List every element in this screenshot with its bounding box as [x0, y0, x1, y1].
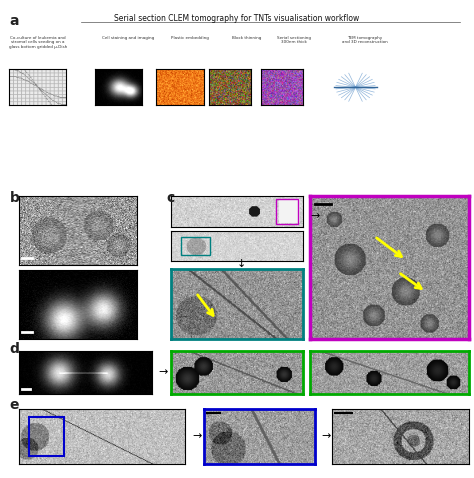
Text: →: → — [192, 432, 201, 441]
Bar — [29, 417, 64, 456]
Text: Serial section CLEM tomography for TNTs visualisation workflow: Serial section CLEM tomography for TNTs … — [114, 14, 360, 23]
Text: Cell staining and imaging: Cell staining and imaging — [102, 36, 154, 40]
Text: c: c — [166, 191, 174, 205]
Bar — [276, 199, 298, 224]
Text: d: d — [9, 342, 19, 356]
Bar — [181, 237, 210, 255]
Text: →: → — [159, 367, 168, 377]
Text: Co-culture of leukemia and
stromal cells seeding on a
glass bottom gridded μ-Dis: Co-culture of leukemia and stromal cells… — [9, 36, 67, 49]
Text: b: b — [9, 191, 19, 205]
Text: a: a — [9, 14, 19, 28]
Text: Serial sectioning
300nm thick: Serial sectioning 300nm thick — [277, 36, 311, 44]
Text: Plastic embedding: Plastic embedding — [171, 36, 209, 40]
Text: ↓: ↓ — [237, 259, 246, 269]
Text: TEM tomography
and 3D reconstruction: TEM tomography and 3D reconstruction — [342, 36, 388, 44]
Text: →: → — [321, 432, 331, 441]
Text: Block thinning: Block thinning — [232, 36, 261, 40]
Text: →: → — [310, 211, 320, 221]
Text: e: e — [9, 398, 19, 412]
